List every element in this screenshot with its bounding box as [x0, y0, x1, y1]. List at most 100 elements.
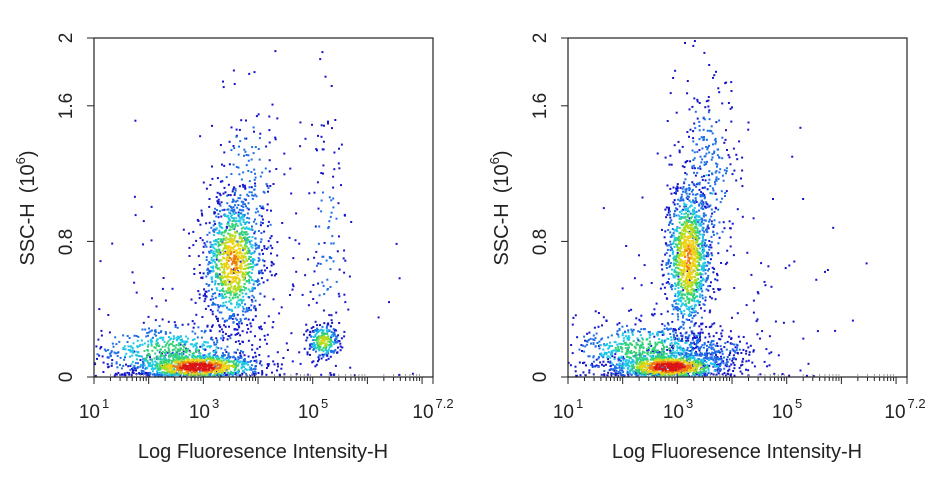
- right-event-dot: [714, 183, 717, 186]
- right-event-dot: [687, 319, 690, 321]
- right-event-dot: [714, 352, 717, 355]
- left-event-dot: [232, 314, 235, 317]
- right-event-dot: [571, 323, 574, 326]
- left-event-dot: [128, 373, 131, 376]
- left-event-dot: [220, 243, 223, 246]
- right-event-dot: [782, 321, 785, 324]
- right-event-dot: [711, 323, 714, 326]
- right-event-dot: [704, 219, 707, 222]
- left-event-dot: [226, 256, 229, 259]
- right-event-dot: [698, 129, 701, 132]
- left-event-dot: [322, 329, 325, 332]
- left-event-dot: [231, 317, 234, 320]
- left-event-dot: [149, 330, 152, 333]
- left-event-dot: [226, 261, 228, 264]
- left-event-dot: [232, 248, 235, 251]
- right-event-dot: [651, 374, 654, 377]
- right-event-dot: [700, 374, 702, 376]
- right-event-dot: [688, 205, 691, 208]
- left-event-dot: [154, 352, 157, 355]
- right-event-dot: [574, 365, 577, 368]
- left-event-dot: [265, 183, 268, 185]
- left-event-dot: [215, 255, 218, 258]
- left-event-dot: [268, 170, 271, 173]
- right-event-dot: [614, 374, 617, 377]
- left-event-dot: [230, 257, 233, 260]
- left-event-dot: [249, 322, 252, 325]
- left-event-dot: [327, 348, 330, 351]
- right-event-dot: [737, 335, 740, 338]
- left-event-dot: [258, 327, 261, 330]
- right-event-dot: [694, 110, 697, 113]
- left-event-dot: [255, 243, 258, 246]
- right-event-dot: [677, 318, 680, 321]
- right-event-dot: [661, 268, 664, 271]
- right-event-dot: [770, 285, 773, 288]
- right-event-dot: [667, 272, 670, 275]
- right-event-dot: [676, 295, 679, 298]
- left-event-dot: [240, 255, 243, 257]
- left-event-dot: [330, 336, 333, 339]
- left-event-dot: [211, 338, 214, 341]
- left-event-dot: [325, 259, 328, 262]
- left-event-dot: [145, 372, 148, 374]
- right-event-dot: [684, 203, 687, 206]
- right-event-dot: [717, 288, 720, 291]
- right-event-dot: [678, 210, 681, 213]
- right-event-dot: [679, 354, 682, 357]
- left-event-dot: [217, 216, 220, 219]
- right-event-dot: [607, 371, 610, 374]
- right-event-dot: [697, 332, 700, 335]
- left-event-dot: [102, 371, 105, 373]
- right-event-dot: [680, 305, 683, 308]
- left-event-dot: [221, 354, 223, 357]
- right-event-dot: [592, 360, 595, 363]
- left-event-dot: [219, 326, 222, 328]
- left-event-dot: [244, 223, 247, 225]
- left-event-dot: [237, 271, 240, 274]
- left-event-dot: [329, 215, 332, 218]
- left-event-dot: [203, 354, 206, 357]
- left-event-dot: [263, 260, 266, 263]
- left-event-dot: [250, 364, 253, 367]
- right-event-dot: [726, 356, 729, 358]
- right-event-dot: [685, 341, 688, 344]
- left-event-dot: [244, 227, 246, 230]
- right-event-dot: [696, 150, 699, 153]
- left-event-dot: [257, 284, 259, 287]
- left-event-dot: [207, 267, 209, 270]
- left-event-dot: [130, 363, 133, 366]
- left-event-dot: [221, 293, 223, 296]
- left-event-dot: [232, 163, 235, 166]
- left-event-dot: [248, 180, 251, 183]
- left-event-dot: [238, 128, 241, 131]
- left-event-dot: [163, 340, 166, 343]
- right-event-dot: [689, 160, 692, 163]
- left-event-dot: [193, 338, 196, 341]
- left-event-dot: [334, 338, 337, 341]
- left-event-dot: [258, 326, 261, 329]
- left-event-dot: [212, 374, 215, 377]
- right-event-dot: [741, 372, 744, 375]
- left-event-dot: [211, 357, 214, 360]
- right-event-dot: [705, 288, 708, 291]
- right-event-dot: [677, 315, 680, 318]
- left-event-dot: [213, 363, 216, 366]
- left-event-dot: [163, 358, 166, 361]
- left-event-dot: [227, 259, 230, 262]
- right-event-dot: [724, 263, 727, 266]
- right-event-dot: [623, 357, 626, 360]
- left-event-dot: [322, 191, 324, 194]
- right-event-dot: [606, 343, 608, 346]
- left-event-dot: [291, 288, 294, 291]
- right-event-dot: [687, 354, 689, 357]
- right-event-dot: [664, 293, 667, 295]
- left-event-dot: [178, 352, 181, 355]
- left-event-dot: [237, 356, 240, 359]
- left-event-dot: [255, 361, 258, 364]
- right-event-dot: [693, 324, 696, 327]
- right-event-dot: [708, 335, 711, 338]
- left-event-dot: [336, 351, 338, 354]
- left-event-dot: [245, 137, 248, 140]
- right-event-dot: [726, 249, 729, 252]
